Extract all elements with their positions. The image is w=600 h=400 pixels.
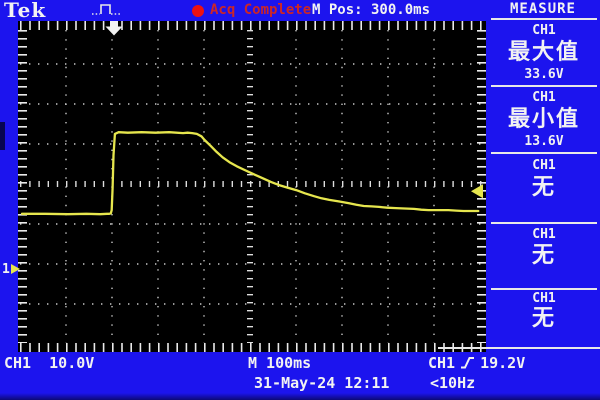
trigger-level-marker — [471, 184, 483, 199]
trigger-level-readout: 19.2V — [480, 354, 526, 372]
horizontal-position-readout: M Pos: 300.0ms — [312, 2, 431, 18]
panel-divider-line — [438, 347, 600, 349]
ch1-waveform-trace — [20, 131, 480, 216]
measurement-source: CH1 — [532, 226, 556, 242]
graticule-grid — [18, 21, 486, 352]
right-arrow-icon — [10, 264, 20, 274]
measurement-type: 最小值 — [507, 106, 580, 132]
bottom-vignette — [0, 393, 600, 400]
waveform-display — [18, 21, 486, 352]
measurement-type: 最大值 — [507, 39, 580, 65]
trigger-frequency-readout: <10Hz — [430, 374, 476, 392]
measurement-slot-1: CH1 最大值 33.6V — [491, 18, 597, 85]
channel1-marker-label: 1 — [2, 261, 10, 277]
measurement-source: CH1 — [532, 291, 556, 306]
trigger-readout: CH1 19.2V — [428, 354, 525, 372]
measurement-slot-3: CH1 无 — [491, 152, 597, 222]
measurement-type: 无 — [531, 243, 556, 268]
measurement-source: CH1 — [532, 89, 556, 105]
rising-slope-icon — [461, 357, 475, 369]
acquisition-status: Acq Complete — [210, 2, 312, 18]
record-dot-icon — [192, 5, 204, 17]
measurement-type: 无 — [531, 306, 556, 331]
pulse-waveform-icon — [92, 4, 120, 15]
ch1-scale-readout: CH1 10.0V — [4, 354, 95, 372]
measurement-value: 13.6V — [524, 134, 564, 150]
screen-edge-shadow — [0, 122, 5, 150]
channel1-position-marker: 1 — [2, 261, 20, 277]
measurement-slot-5: CH1 无 — [491, 288, 597, 348]
measure-panel-title: MEASURE — [509, 1, 576, 17]
datetime-readout: 31-May-24 12:11 — [254, 374, 390, 392]
measure-panel: MEASURE CH1 最大值 33.6V CH1 最小值 13.6V CH1 … — [486, 0, 600, 349]
trigger-source-label: CH1 — [428, 354, 456, 372]
measurement-slot-2: CH1 最小值 13.6V — [491, 85, 597, 152]
tek-logo: Tek — [4, 0, 47, 22]
timebase-readout: M 100ms — [248, 354, 312, 372]
trigger-position-marker — [105, 21, 123, 36]
measurement-slot-4: CH1 无 — [491, 222, 597, 288]
measurement-source: CH1 — [532, 22, 556, 38]
measurement-type: 无 — [531, 175, 556, 200]
measurement-value: 33.6V — [524, 67, 564, 83]
measurement-source: CH1 — [532, 157, 556, 173]
